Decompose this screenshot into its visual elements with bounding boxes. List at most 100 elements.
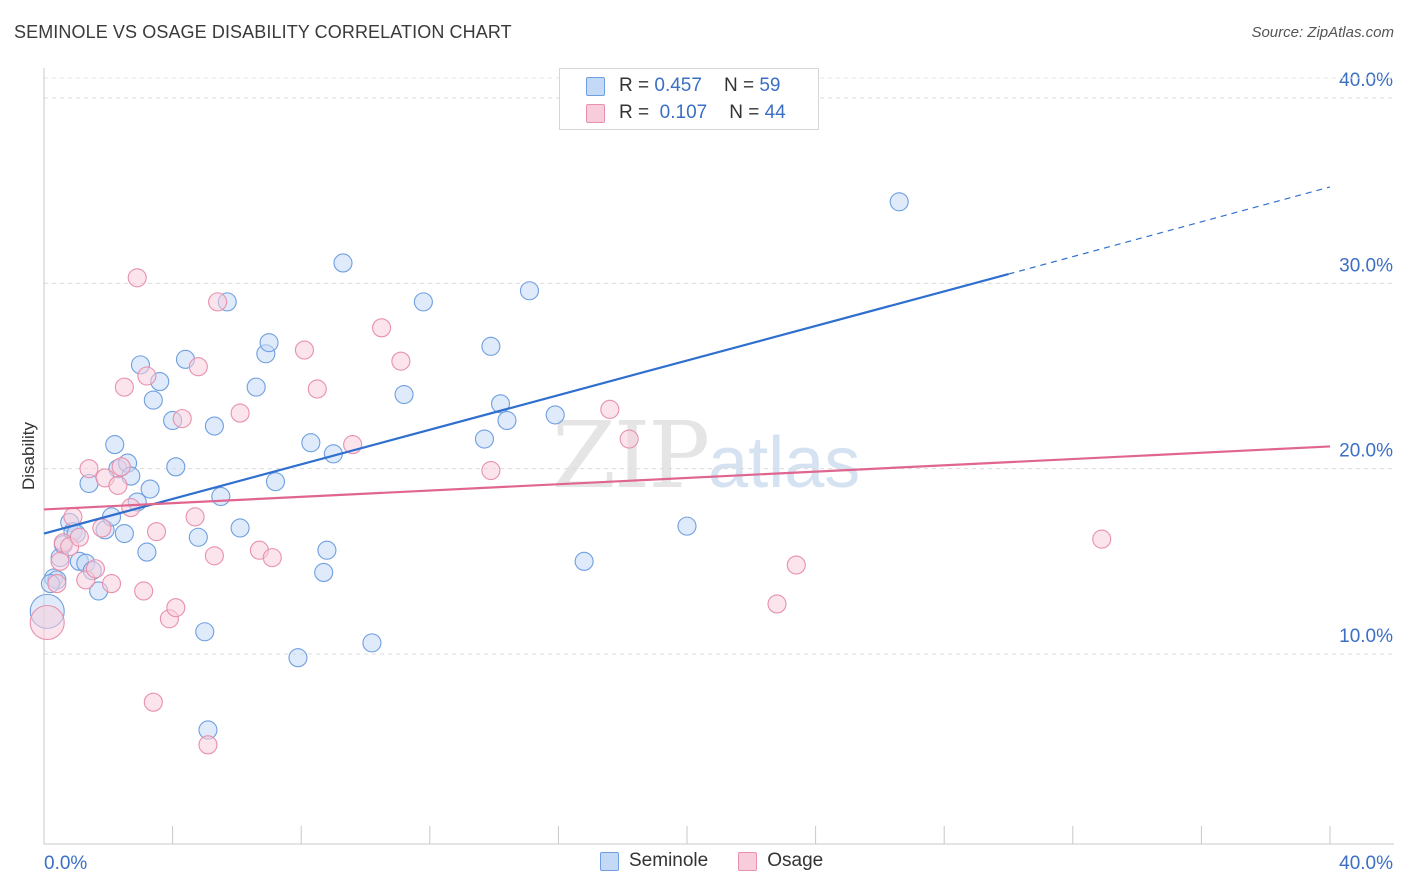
legend-swatch-osage [738, 851, 758, 871]
y-tick-label: 10.0% [1339, 626, 1393, 647]
osage-point [79, 459, 99, 479]
osage-point [108, 475, 128, 495]
n-value: 44 [764, 102, 786, 123]
seminole-point [474, 429, 495, 449]
osage-point [111, 457, 131, 477]
seminole-point [497, 410, 517, 431]
legend-item-seminole[interactable]: Seminole [600, 850, 708, 872]
seminole-point [301, 433, 321, 453]
seminole-trendline [43, 273, 1009, 535]
legend-item-osage[interactable]: Osage [738, 850, 823, 872]
seminole-point [519, 281, 540, 301]
n-value: 59 [759, 75, 781, 96]
seminole-point [413, 292, 433, 312]
seminole-point [188, 527, 208, 547]
osage-point [307, 379, 327, 399]
seminole-point [362, 633, 382, 653]
seminole-point [314, 562, 334, 583]
seminole-point [889, 192, 909, 212]
osage-point [600, 399, 620, 419]
y-axis-label: Disability [19, 421, 38, 490]
osage-point [619, 429, 639, 449]
watermark-atlas: atlas [708, 423, 861, 503]
seminole-point [574, 551, 594, 571]
osage-trendline [43, 445, 1331, 511]
seminole-point [140, 479, 160, 499]
seminole-point [143, 390, 163, 410]
legend-swatch-seminole [600, 851, 619, 871]
osage-point [294, 340, 314, 360]
osage-point [92, 518, 112, 538]
osage-point [262, 548, 282, 568]
seminole-point [481, 336, 501, 356]
n-label: N = [729, 102, 760, 123]
seminole-point [317, 540, 337, 560]
osage-point [786, 555, 806, 575]
y-tick-label: 30.0% [1339, 255, 1393, 276]
r-label: R = [619, 75, 650, 96]
seminole-point [246, 377, 266, 397]
osage-point [47, 574, 67, 594]
osage-point [69, 527, 89, 547]
watermark-zip: ZIP [552, 402, 710, 509]
n-label: N = [723, 75, 755, 96]
osage-point [127, 268, 147, 288]
osage-point [481, 460, 501, 481]
seminole-point [259, 333, 279, 353]
osage-point [166, 598, 186, 618]
r-value: 0.457 [654, 75, 702, 96]
chart-title: SEMINOLE VS OSAGE DISABILITY CORRELATION… [14, 22, 512, 42]
stats-legend-row-seminole: R = 0.457 N = 59 [586, 73, 780, 99]
osage-point [50, 551, 70, 571]
y-tick-label: 20.0% [1339, 441, 1393, 462]
seminole-point [265, 472, 286, 492]
osage-point [185, 507, 205, 527]
osage-point [767, 594, 787, 614]
seminole-point [114, 523, 134, 544]
r-label: R = [619, 102, 650, 123]
series-legend: Seminole Osage [600, 850, 853, 872]
osage-point [134, 581, 154, 601]
legend-label-seminole: Seminole [629, 850, 709, 871]
r-value: 0.107 [659, 102, 708, 123]
seminole-point [105, 435, 125, 455]
osage-point [29, 604, 65, 641]
osage-point [85, 559, 105, 579]
source-label: Source: ZipAtlas.com [1251, 24, 1394, 41]
osage-point [208, 292, 228, 312]
osage-point [143, 692, 163, 712]
seminole-point [166, 457, 186, 477]
seminole-point [545, 405, 565, 425]
osage-point [101, 574, 122, 594]
stats-legend: R = 0.457 N = 59 R = 0.107 N = 44 [559, 68, 819, 130]
osage-point [204, 546, 224, 566]
seminole-point [230, 518, 250, 538]
legend-swatch-osage [586, 103, 605, 123]
seminole-point [333, 253, 353, 273]
seminole-point [288, 648, 308, 668]
seminole-point [204, 416, 224, 436]
osage-point [146, 522, 167, 542]
seminole-point [490, 394, 511, 414]
stats-legend-row-osage: R = 0.107 N = 44 [586, 100, 786, 126]
seminole-trendline-extension [1008, 186, 1331, 275]
seminole-point [677, 516, 697, 536]
seminole-point [394, 384, 414, 405]
osage-point [137, 366, 157, 386]
seminole-point [195, 622, 215, 642]
x-tick-label: 40.0% [1339, 853, 1393, 874]
osage-point [114, 377, 134, 397]
legend-label-osage: Osage [767, 850, 824, 871]
x-tick-label: 0.0% [44, 853, 87, 874]
seminole-point [211, 486, 231, 507]
y-tick-label: 40.0% [1339, 70, 1393, 91]
seminole-point [137, 542, 157, 562]
osage-point [391, 351, 411, 371]
osage-point [188, 357, 208, 377]
osage-point [198, 735, 218, 755]
legend-swatch-seminole [586, 76, 605, 96]
osage-point [1092, 529, 1112, 549]
watermark: ZIPatlas [552, 402, 860, 509]
osage-point [172, 409, 192, 429]
